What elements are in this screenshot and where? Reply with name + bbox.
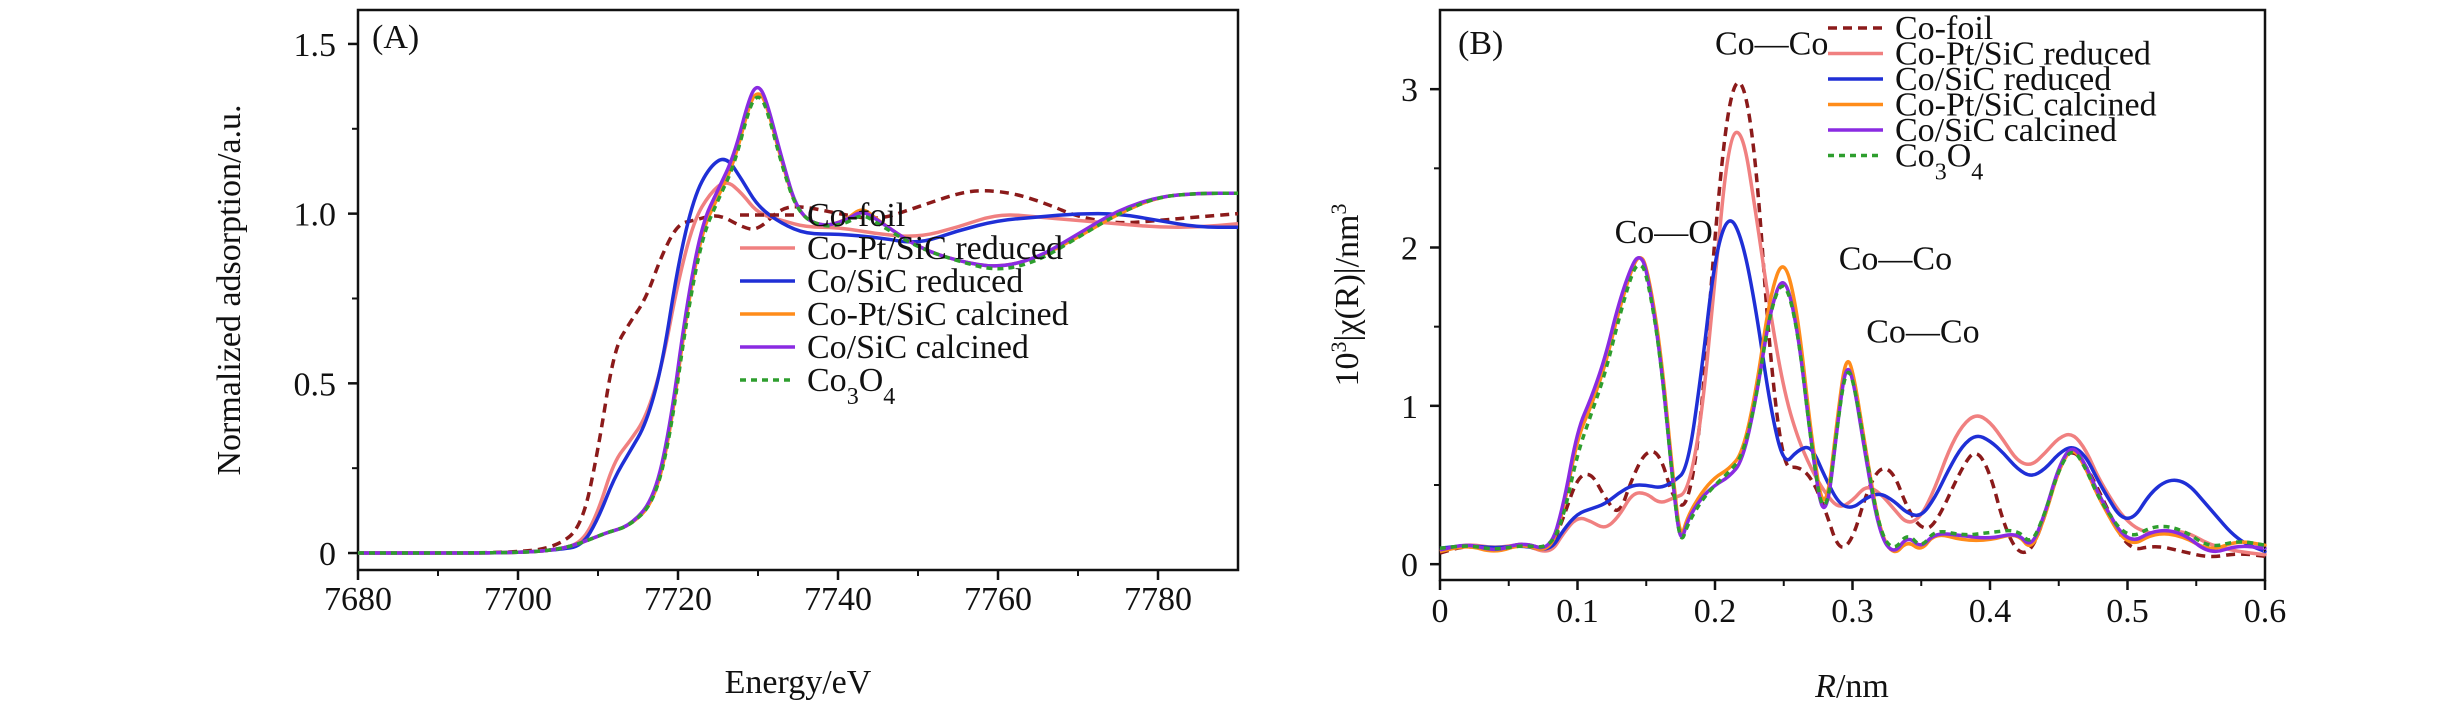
- panel-b-series-group: [1439, 80, 2267, 559]
- panel-b-x-axis-title-italic: R: [1814, 668, 1836, 705]
- panel-a-legend-label: Co/SiC reduced: [807, 263, 1023, 300]
- panel-a-y-ticks: 0 0.5 1.0 1.5: [294, 27, 358, 573]
- panel-b-x-tick-label: 0.3: [1831, 593, 1874, 630]
- panel-b-x-tick-label: 0.1: [1556, 593, 1599, 630]
- panel-b-y-tick-label: 2: [1401, 231, 1418, 268]
- panel-b-legend-label: Co3O4: [1895, 138, 1983, 186]
- panel-a-y-tick-label: 1.5: [294, 27, 337, 64]
- panel-a-legend-label: Co3O4: [807, 362, 895, 410]
- panel-a-x-tick-label: 7680: [324, 581, 392, 618]
- panel-a-y-tick-label: 1.0: [294, 197, 337, 234]
- panel-b-x-tick-label: 0.6: [2244, 593, 2287, 630]
- panel-b-series-1-line: [1439, 130, 2267, 557]
- panel-b-legend-label: Co/SiC calcined: [1895, 112, 2117, 149]
- panel-b-peak-annotation: Co—Co: [1715, 25, 1828, 62]
- panel-b-y-axis-title: 103|χ(R)|/nm3: [1326, 204, 1367, 387]
- panel-a-series-3-line: [358, 92, 1239, 555]
- panel-b-legend-label: Co-Pt/SiC reduced: [1895, 36, 2151, 73]
- panel-a-x-ticks: 7680 7700 7720 7740 7760 7780: [324, 570, 1192, 618]
- panel-a-x-axis-title: Energy/eV: [725, 664, 872, 701]
- panel-a-legend-label: Co/SiC calcined: [807, 329, 1029, 366]
- panel-a-y-tick-label: 0.5: [294, 366, 337, 403]
- panel-b-x-axis-title: R/nm: [1814, 668, 1889, 705]
- panel-b-legend-label: Co-Pt/SiC calcined: [1895, 87, 2157, 124]
- panel-a-series-5-line: [358, 95, 1239, 555]
- panel-b-legend-label: Co-foil: [1895, 10, 1993, 47]
- panel-a-legend-label: Co-Pt/SiC reduced: [807, 230, 1063, 267]
- panel-b-series-0-line: [1439, 80, 2267, 559]
- panel-a-frame: [356, 8, 1240, 572]
- panel-a-series-0-line: [358, 189, 1239, 555]
- panel-b-legend-label: Co/SiC reduced: [1895, 61, 2111, 98]
- panel-a-y-axis-title: Normalized adsorption/a.u.: [211, 104, 248, 475]
- panel-b-y-tick-label: 0: [1401, 547, 1418, 584]
- panel-b-y-axis-prefix: 10: [1329, 352, 1366, 386]
- panel-a-x-tick-label: 7740: [804, 581, 872, 618]
- panel-a-x-tick-label: 7760: [964, 581, 1032, 618]
- panel-b-x-tick-label: 0.4: [1969, 593, 2012, 630]
- panel-b-y-axis-mid: |χ(R)|/nm: [1329, 215, 1366, 342]
- panel-a-x-tick-label: 7700: [484, 581, 552, 618]
- panel-a-legend-label: Co-foil: [807, 197, 905, 234]
- panel-a-series-2-line: [358, 157, 1239, 555]
- panel-b-y-axis-sup2: 3: [1326, 204, 1351, 215]
- panel-a-legend-label: Co-Pt/SiC calcined: [807, 296, 1069, 333]
- panel-a-y-tick-label: 0: [319, 536, 336, 573]
- panel-b-peak-annotation: Co—Co: [1839, 241, 1952, 278]
- panel-a-series-1-line: [358, 181, 1239, 555]
- panel-a-series-group: [358, 85, 1239, 555]
- panel-b-y-tick-label: 1: [1401, 389, 1418, 426]
- panel-b-peak-annotation: Co—O: [1615, 214, 1713, 251]
- panel-a-x-tick-label: 7720: [644, 581, 712, 618]
- panel-a-label: (A): [372, 19, 419, 56]
- panel-b-x-ticks: 0 0.1 0.2 0.3 0.4 0.5 0.6: [1432, 580, 2287, 630]
- panel-b-x-tick-label: 0.2: [1694, 593, 1737, 630]
- panel-b-y-axis-sup: 3: [1326, 341, 1351, 352]
- panel-b-annotations: Co—Co Co—O Co—Co Co—Co: [1615, 25, 1980, 350]
- panel-a-x-tick-label: 7780: [1124, 581, 1192, 618]
- panel-b-x-axis-title-unit: /nm: [1836, 668, 1889, 705]
- panel-b-y-tick-label: 3: [1401, 72, 1418, 109]
- panel-b-y-ticks: 0 1 2 3: [1401, 72, 1440, 584]
- panel-b-peak-annotation: Co—Co: [1866, 314, 1979, 351]
- panel-b-x-tick-label: 0: [1432, 593, 1449, 630]
- panel-b-label: (B): [1458, 25, 1503, 62]
- panel-a-chart: 7680 7700 7720 7740 7760 7780 00.51.01.5 (A) …: [211, 8, 1240, 701]
- panel-a-series-4-line: [358, 85, 1239, 555]
- panel-b-x-tick-label: 0.5: [2106, 593, 2149, 630]
- panel-b-series-2-line: [1439, 219, 2267, 554]
